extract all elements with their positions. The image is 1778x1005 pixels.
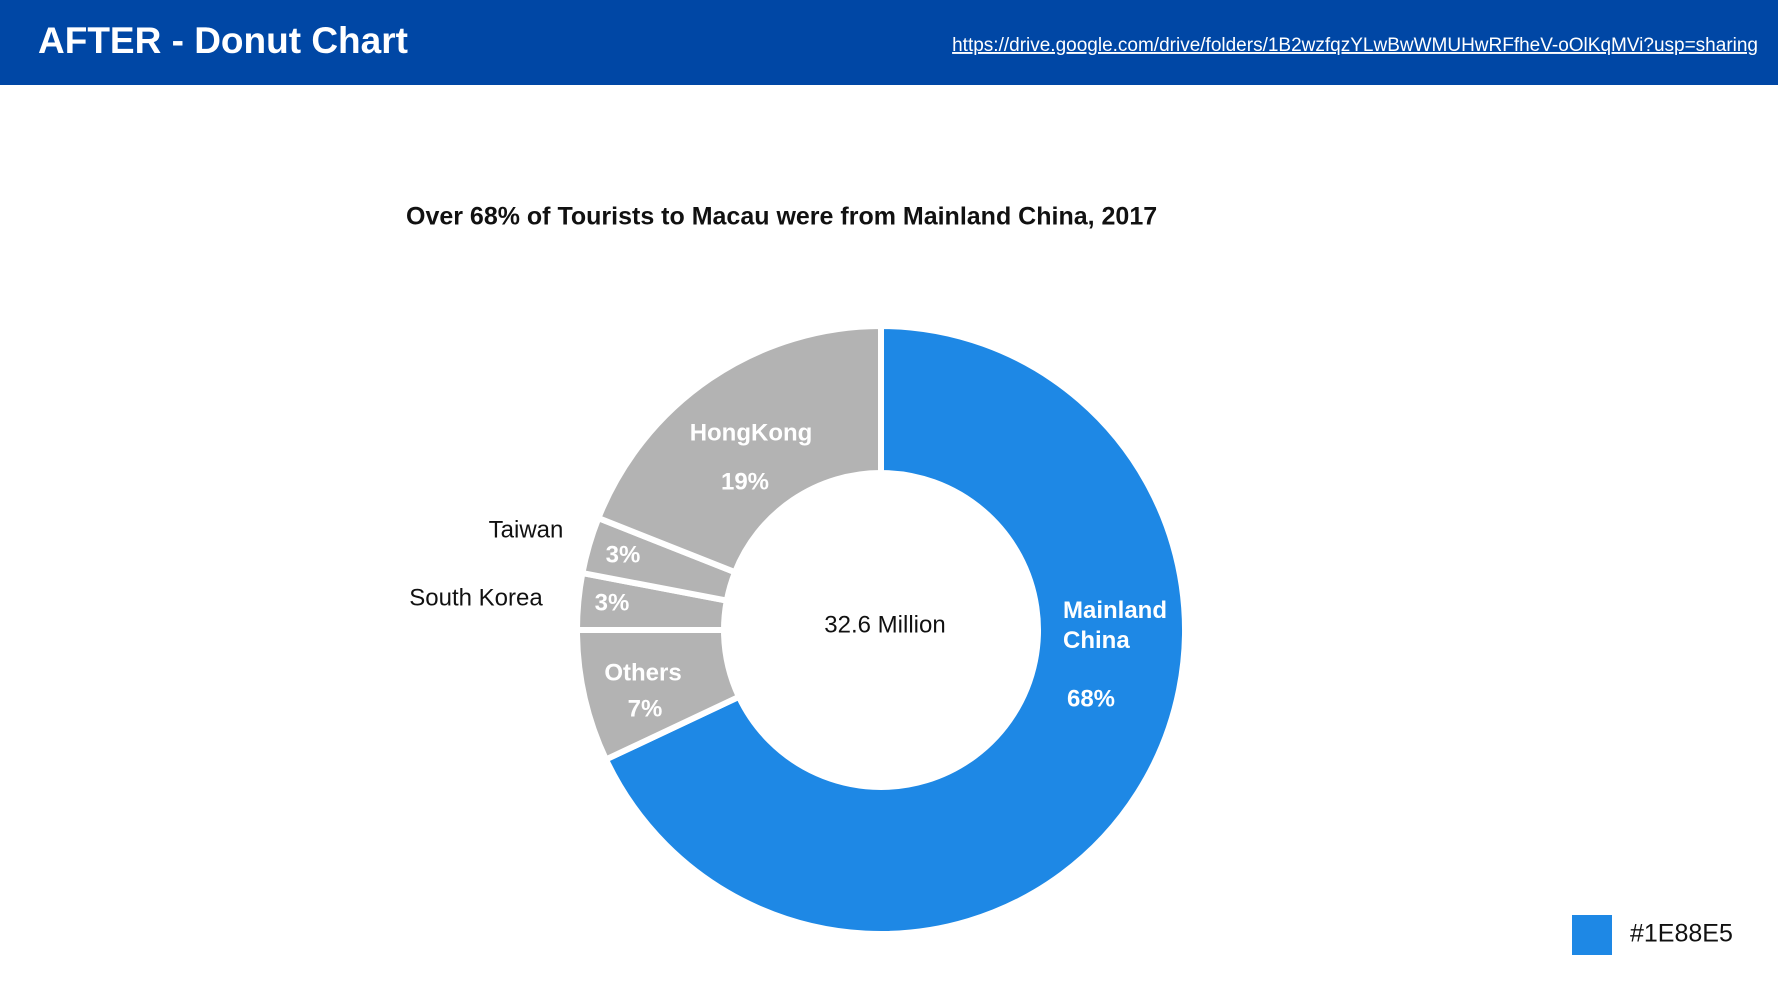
- data-label: 19%: [721, 468, 769, 495]
- header-title: AFTER - Donut Chart: [38, 20, 408, 61]
- data-label: 3%: [595, 589, 630, 616]
- header-bar: [0, 0, 1778, 85]
- center-label: 32.6 Million: [824, 611, 945, 638]
- slice-name: Mainland China: [1063, 597, 1174, 654]
- color-swatch: [1572, 915, 1612, 955]
- slice-name: Taiwan: [489, 516, 564, 543]
- chart-title: Over 68% of Tourists to Macau were from …: [406, 203, 1157, 231]
- data-label: 68%: [1067, 685, 1115, 712]
- slice-name: HongKong: [690, 419, 813, 446]
- slice-name: South Korea: [409, 584, 543, 611]
- donut-slice: [601, 322, 1188, 937]
- swatch-label: #1E88E5: [1630, 920, 1733, 948]
- header-link[interactable]: https://drive.google.com/drive/folders/1…: [952, 35, 1758, 56]
- slice-name: Others: [604, 659, 681, 686]
- donut-slice: [594, 322, 884, 577]
- data-label: 3%: [606, 541, 641, 568]
- data-label: 7%: [628, 695, 663, 722]
